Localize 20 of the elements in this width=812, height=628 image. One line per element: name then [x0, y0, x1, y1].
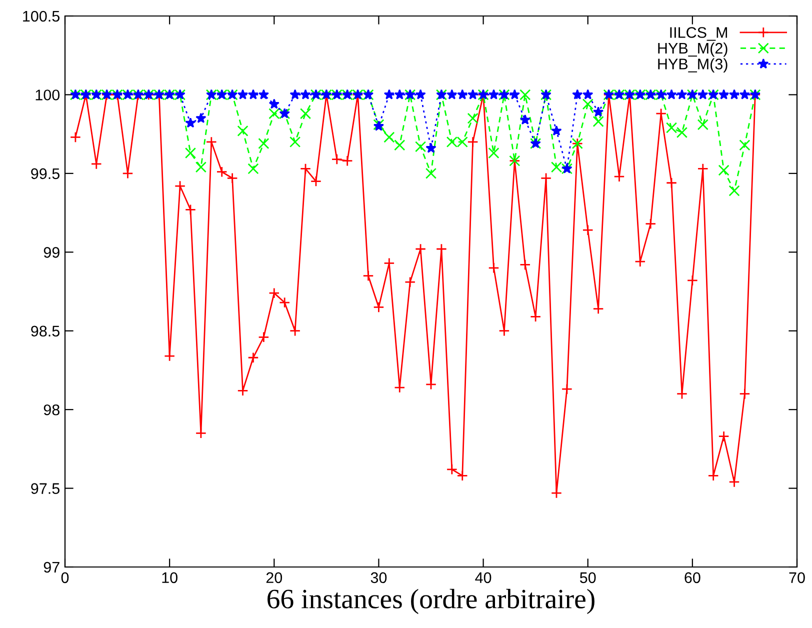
y-tick-label: 97: [44, 562, 60, 573]
x-tick-label: 0: [61, 572, 69, 584]
x-tick-label: 70: [789, 572, 805, 584]
x-axis-title: 66 instances (ordre arbitraire): [268, 588, 594, 614]
x-tick-label: 60: [684, 572, 700, 584]
y-tick-label: 99: [44, 247, 60, 258]
legend-label: IILCS_M: [670, 27, 727, 41]
y-tick-label: 99.5: [31, 168, 60, 180]
x-tick-label: 40: [475, 572, 492, 584]
y-tick-label: 100: [36, 90, 60, 100]
y-tick-label: 98.5: [31, 326, 60, 337]
legend-label: HYB_M(3): [658, 58, 728, 72]
y-tick-label: 98: [44, 404, 60, 416]
y-tick-label: 100.5: [23, 10, 60, 22]
x-tick-label: 20: [266, 572, 282, 584]
x-tick-label: 30: [370, 572, 387, 584]
x-tick-label: 10: [162, 572, 178, 584]
y-tick-label: 97.5: [31, 483, 60, 494]
legend-label: HYB_M(2): [658, 42, 728, 57]
x-tick-label: 50: [580, 572, 596, 584]
